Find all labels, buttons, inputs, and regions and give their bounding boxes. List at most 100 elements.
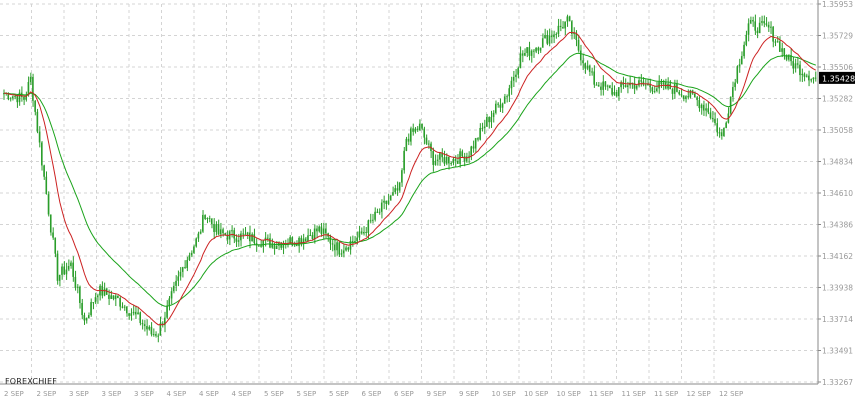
candle-body: [157, 335, 159, 337]
price-tick-label: 1.33714: [822, 315, 853, 324]
candle-body: [624, 85, 627, 87]
candle-body: [492, 112, 495, 117]
candle-body: [206, 217, 209, 219]
candle-body: [389, 195, 392, 201]
candle-body: [535, 47, 537, 52]
candle-body: [36, 111, 39, 132]
candle-body: [251, 234, 253, 242]
candle-body: [325, 228, 327, 234]
candle-body: [58, 274, 61, 281]
candle-body: [767, 24, 770, 28]
candle-body: [103, 288, 106, 296]
candle-body: [164, 317, 166, 326]
candle-body: [479, 128, 481, 140]
candle-body: [300, 237, 303, 244]
candle-body: [778, 41, 781, 52]
candle-body: [195, 238, 197, 247]
candle-body: [248, 232, 251, 242]
candle-body: [41, 142, 43, 166]
candle-body: [210, 218, 213, 225]
candle-body: [622, 82, 625, 86]
time-tick-label: 6 SEP: [394, 390, 414, 398]
candle-body: [743, 44, 745, 57]
candle-body: [188, 255, 191, 260]
candle-body: [557, 25, 560, 35]
candle-body: [553, 34, 555, 38]
candle-body: [219, 229, 222, 235]
current-price-box: [819, 71, 855, 84]
candle-body: [175, 280, 177, 286]
time-tick-label: 5 SEP: [329, 390, 349, 398]
candle-body: [497, 103, 499, 105]
candle-body: [398, 182, 401, 191]
candle-body: [700, 104, 703, 109]
candle-body: [506, 96, 508, 98]
candle-body: [573, 32, 575, 35]
candle-body: [740, 56, 743, 65]
candle-body: [179, 271, 182, 277]
time-tick-label: 11 SEP: [654, 390, 678, 398]
price-tick-label: 1.35506: [822, 63, 853, 72]
candle-body: [635, 85, 638, 89]
candle-body: [620, 82, 622, 88]
candle-body: [403, 150, 405, 171]
candle-body: [660, 81, 663, 85]
candle-body: [70, 262, 72, 267]
candle-body: [756, 30, 759, 34]
candle-body: [468, 155, 470, 157]
candle-body: [575, 32, 578, 40]
candle-body: [450, 163, 452, 165]
candle-body: [231, 230, 233, 232]
candle-body: [749, 20, 752, 24]
candle-body: [295, 244, 298, 247]
candle-body: [302, 238, 305, 244]
candle-body: [405, 138, 408, 151]
candle-body: [414, 128, 417, 132]
candle-body: [470, 146, 472, 156]
candle-body: [501, 103, 504, 108]
candle-body: [617, 87, 620, 97]
candle-body: [432, 151, 434, 165]
candle-body: [477, 138, 479, 140]
candle-body: [481, 127, 484, 129]
time-tick-label: 5 SEP: [264, 390, 284, 398]
candle-body: [318, 226, 320, 232]
candle-body: [65, 269, 68, 275]
candle-body: [275, 245, 278, 249]
candle-body: [132, 311, 135, 314]
time-tick-label: 2 SEP: [4, 390, 24, 398]
candle-body: [550, 35, 553, 38]
candle-body: [345, 247, 347, 251]
candle-body: [456, 160, 459, 164]
time-tick-label: 4 SEP: [167, 390, 187, 398]
candle-body: [304, 238, 307, 242]
candle-body: [235, 238, 238, 242]
candle-body: [204, 214, 206, 219]
price-tick-label: 1.33491: [822, 347, 853, 356]
candle-body: [148, 326, 150, 330]
candle-body: [233, 230, 235, 239]
candle-body: [526, 47, 528, 54]
time-tick-label: 6 SEP: [362, 390, 382, 398]
candle-body: [434, 160, 437, 165]
candle-body: [812, 77, 815, 80]
candle-body: [130, 313, 133, 316]
candle-body: [215, 224, 218, 232]
candle-body: [669, 83, 672, 90]
candle-body: [655, 88, 658, 92]
candle-body: [805, 75, 808, 77]
candles-layer: [3, 14, 817, 343]
candle-body: [47, 194, 50, 215]
candle-body: [74, 276, 77, 288]
candle-body: [9, 98, 12, 100]
candle-body: [562, 27, 564, 29]
candle-body: [604, 81, 607, 87]
moving-averages-layer: [4, 31, 817, 326]
candle-body: [579, 50, 582, 61]
candle-body: [356, 237, 358, 241]
time-tick-label: 3 SEP: [134, 390, 154, 398]
candle-body: [112, 295, 115, 300]
candle-body: [266, 237, 269, 239]
candle-body: [774, 41, 777, 43]
